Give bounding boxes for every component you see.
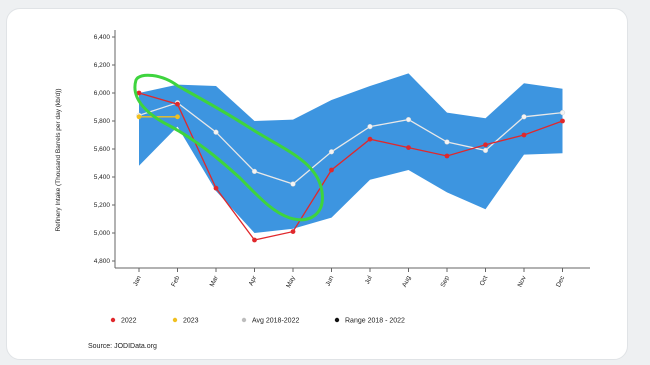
legend-item: 2022 [110,317,137,325]
point-2022 [560,118,565,124]
x-tick-label: May [285,274,297,289]
y-tick-label: 5,800 [94,118,111,125]
legend-marker [334,317,340,323]
range-band-layer [139,73,563,234]
y-tick-label: 5,600 [94,146,111,153]
point-2023 [175,114,180,120]
x-tick-label: Dec [555,274,567,288]
point-2022 [136,90,142,96]
series-line-avg-2018-2022 [138,102,563,185]
point-2022 [367,136,373,142]
point-avg-2018-2022 [290,181,296,187]
y-tick-label: 5,400 [94,174,111,181]
point-2022 [175,101,180,107]
y-tick-label: 4,800 [94,258,111,265]
point-2022 [521,132,527,138]
point-2022 [329,167,334,173]
x-tick-label: Jun [325,275,336,288]
x-tick-label: Jan [132,275,143,288]
point-avg-2018-2022 [482,147,489,154]
legend-item: Range 2018 - 2022 [334,317,405,325]
point-avg-2018-2022 [213,129,219,135]
source-note: Source: JODIData.org [88,343,157,350]
y-tick-label: 5,200 [94,202,111,209]
y-tick-label: 6,000 [94,90,111,97]
x-tick-label: Feb [170,275,181,288]
point-2022 [213,185,219,191]
point-avg-2018-2022 [405,116,412,123]
point-2023 [136,114,142,120]
point-2022 [290,229,296,235]
y-tick-label: 6,200 [94,62,111,69]
y-tick-label: 6,400 [94,34,111,41]
point-avg-2018-2022 [251,168,258,175]
range-band [139,73,563,234]
annotation-layer [133,73,324,222]
point-avg-2018-2022 [367,123,373,130]
legend-marker [172,317,178,323]
annotation-outline [133,73,324,222]
y-ticks: 4,800 5,000 5,200 5,400 5,600 5,800 6,000 6,200… [94,34,115,265]
x-tick-label: Aug [401,275,412,289]
legend-marker [110,317,116,323]
point-2022 [483,142,488,148]
legend-item: 2023 [172,317,199,325]
point-2022 [406,145,411,151]
x-ticks: Jan Feb Mar Apr May Jun Jul Aug Sep Oct Nov Dec [132,268,567,289]
legend-marker [241,317,247,323]
point-avg-2018-2022 [521,114,527,120]
legend-item: Avg 2018-2022 [241,317,299,325]
point-avg-2018-2022 [444,139,450,145]
legend-label: 2022 [121,318,137,325]
legend-label: 2023 [183,318,199,325]
point-2022 [252,237,257,243]
x-tick-label: Sep [440,275,451,289]
point-avg-2018-2022 [559,109,566,116]
series-line-2022 [138,92,563,241]
legend-label: Avg 2018-2022 [252,318,299,325]
legend-label: Range 2018 - 2022 [345,318,405,325]
x-tick-label: Apr [248,274,259,287]
y-axis-label: Refinery Intake (Thousand Barrels per da… [55,88,62,231]
x-tick-label: Oct [479,275,490,287]
point-avg-2018-2022 [328,149,335,155]
point-2022 [444,153,450,159]
y-tick-label: 5,000 [94,230,111,237]
legend: 2022 2023 Avg 2018-2022 Range 2018 - 2022 [110,317,405,325]
series-layer [136,90,566,243]
x-tick-label: Jul [364,274,374,285]
x-tick-label: Nov [517,274,529,288]
x-tick-label: Mar [209,274,220,288]
